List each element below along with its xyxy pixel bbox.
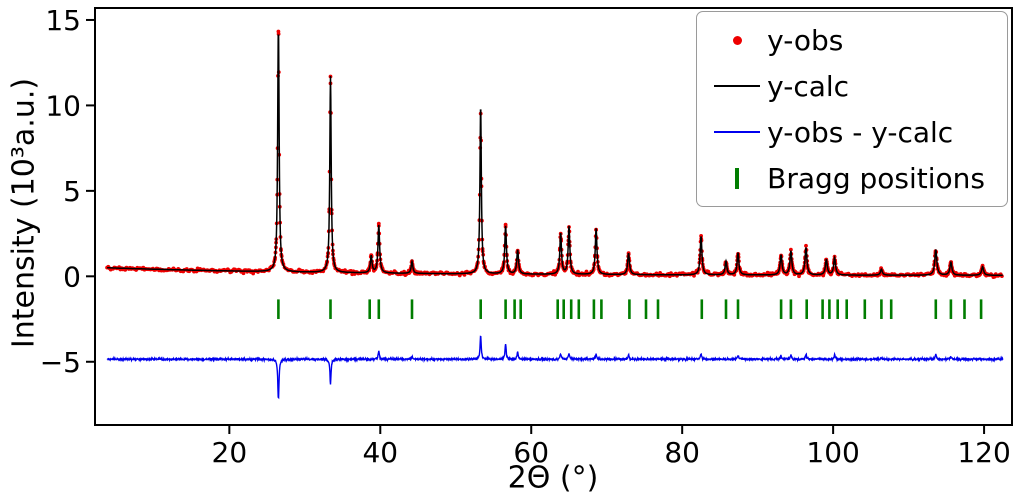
y-tick-label: 10 xyxy=(45,89,81,122)
legend-item-bragg-positions: Bragg positions xyxy=(707,155,985,201)
legend-label-y-calc: y-calc xyxy=(767,69,850,103)
y-tick-label: 0 xyxy=(63,260,81,293)
legend-marker-cell xyxy=(707,131,767,133)
x-axis-label: 2Θ (°) xyxy=(507,460,599,496)
y-tick-label: 5 xyxy=(63,175,81,208)
y-obs-point xyxy=(241,271,246,276)
legend-marker-cell xyxy=(707,85,767,87)
y-calc-line-icon xyxy=(714,85,761,87)
x-tick-label: 60 xyxy=(513,436,549,469)
legend-label-residual: y-obs - y-calc xyxy=(767,115,954,149)
legend-marker-cell xyxy=(707,167,767,189)
legend-marker-cell xyxy=(707,35,767,45)
x-tick-label: 20 xyxy=(212,436,248,469)
x-tick-label: 120 xyxy=(957,436,1010,469)
bragg-tick-icon xyxy=(735,167,740,189)
y-obs-point xyxy=(699,234,703,238)
y-axis-label: Intensity (10³a.u.) xyxy=(6,77,42,349)
x-tick-label: 100 xyxy=(806,436,859,469)
legend-label-bragg-positions: Bragg positions xyxy=(767,161,985,195)
x-tick-label: 40 xyxy=(362,436,398,469)
legend-label-y-obs: y-obs xyxy=(767,23,844,57)
legend-item-y-obs: y-obs xyxy=(707,17,985,63)
legend-item-y-calc: y-calc xyxy=(707,63,985,109)
legend: y-obs y-calc y-obs - y-calc Bragg positi… xyxy=(696,11,1008,207)
y-obs-dot-icon xyxy=(732,35,742,45)
residual-line-icon xyxy=(714,131,761,133)
y-calc-curve xyxy=(107,34,1003,277)
y-obs-point xyxy=(789,247,793,252)
y-obs-point xyxy=(276,29,281,34)
y-obs-point xyxy=(576,269,580,274)
y-tick-label: −5 xyxy=(40,346,81,379)
plot-spines xyxy=(94,7,1013,426)
residual-curve xyxy=(106,335,1004,400)
y-tick-label: 15 xyxy=(45,4,81,37)
legend-item-residual: y-obs - y-calc xyxy=(707,109,985,155)
x-tick-label: 80 xyxy=(664,436,700,469)
y-obs-point xyxy=(804,243,808,248)
